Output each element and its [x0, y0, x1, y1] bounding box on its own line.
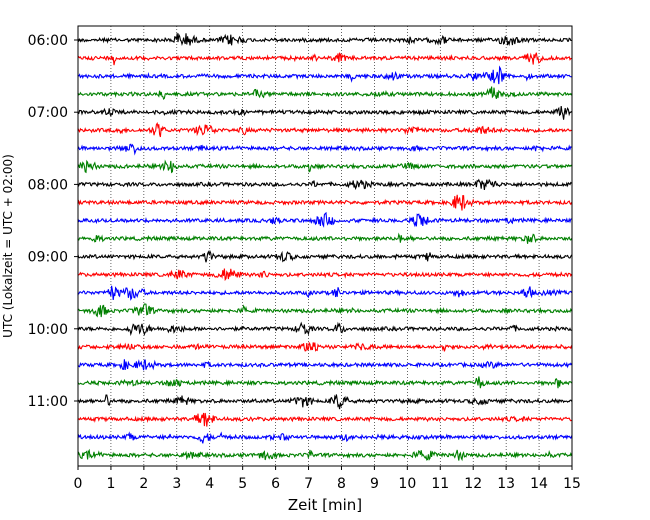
x-tick-label: 11 [431, 476, 449, 492]
x-tick-label: 0 [74, 476, 83, 492]
trace-line [77, 448, 573, 462]
trace-line [77, 52, 572, 66]
x-tick-label: 14 [530, 476, 548, 492]
trace-line [77, 431, 573, 444]
trace-line [77, 232, 573, 244]
trace-line [77, 65, 572, 85]
x-tick-label: 9 [370, 476, 379, 492]
trace-line [77, 194, 573, 211]
y-axis-title: UTC (Lokalzeit = UTC + 02:00) [1, 154, 15, 338]
x-axis-title: Zeit [min] [288, 496, 362, 514]
x-tick-label: 8 [337, 476, 346, 492]
y-tick-label: 06:00 [28, 33, 68, 49]
trace-line [77, 394, 573, 410]
trace-line [77, 376, 573, 389]
x-tick-label: 13 [497, 476, 515, 492]
x-axis: 0 1 2 3 4 5 6 7 8 9 10 11 12 13 14 15 [74, 466, 581, 492]
trace-line [77, 303, 573, 318]
trace-line [77, 211, 572, 228]
x-tick-label: 15 [563, 476, 581, 492]
trace-line [77, 159, 573, 174]
y-tick-label: 08:00 [28, 177, 68, 193]
grid-lines [110, 26, 540, 466]
trace-line [77, 143, 572, 156]
x-tick-label: 6 [271, 476, 280, 492]
trace-group [77, 32, 573, 462]
y-tick-label: 11:00 [28, 394, 68, 410]
trace-line [77, 86, 573, 101]
trace-line [77, 106, 573, 120]
x-tick-label: 10 [398, 476, 416, 492]
trace-line [77, 321, 572, 337]
x-tick-label: 5 [238, 476, 247, 492]
x-tick-label: 7 [304, 476, 313, 492]
plot-frame [77, 25, 573, 467]
trace-line [77, 285, 573, 301]
x-tick-label: 4 [205, 476, 214, 492]
trace-line [77, 359, 573, 371]
trace-line [77, 121, 572, 138]
trace-line [77, 32, 572, 47]
trace-line [77, 268, 573, 282]
trace-line [77, 341, 573, 352]
trace-line [77, 249, 573, 263]
y-tick-label: 09:00 [28, 250, 68, 266]
x-tick-label: 1 [106, 476, 115, 492]
x-tick-label: 3 [172, 476, 181, 492]
trace-line [77, 412, 572, 427]
y-tick-label: 10:00 [28, 322, 68, 338]
x-tick-label: 2 [139, 476, 148, 492]
y-axis: 06:00 07:00 08:00 09:00 10:00 11:00 [28, 33, 78, 410]
x-tick-label: 12 [464, 476, 482, 492]
trace-line [77, 178, 572, 191]
y-tick-label: 07:00 [28, 105, 68, 121]
